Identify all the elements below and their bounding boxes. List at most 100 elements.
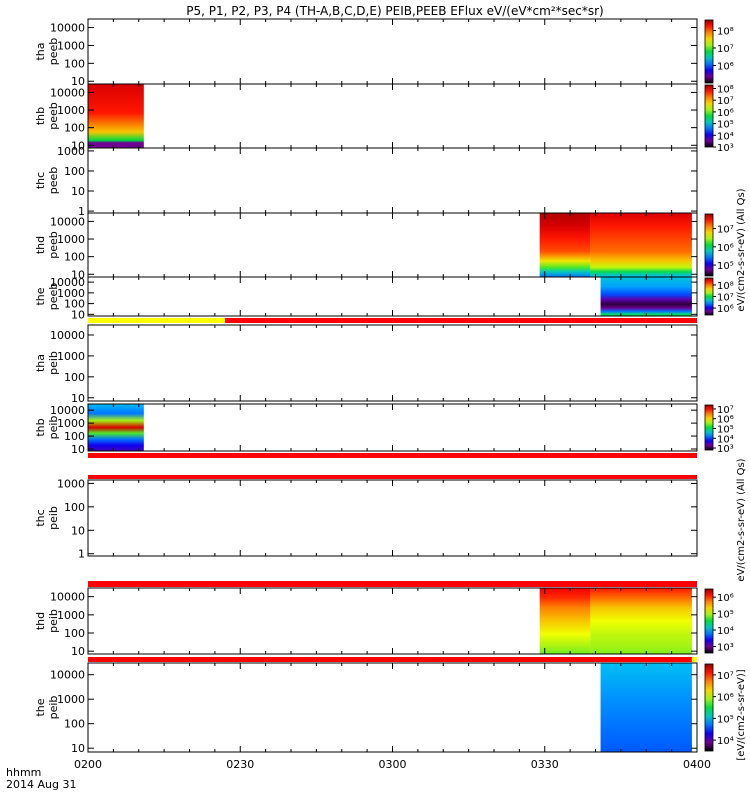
colorbar-tick-label: 10³ <box>717 444 734 455</box>
panel-label-product: peeb <box>47 283 60 311</box>
colorbar-tick-label: 10⁶ <box>717 243 734 254</box>
flag-segment-yellow <box>691 657 697 662</box>
y-tick-label: 1000 <box>57 145 85 158</box>
y-tick-label: 100 <box>64 57 85 70</box>
colorbar-tick-label: 10⁶ <box>717 693 734 704</box>
x-tick-label: 0330 <box>531 758 559 771</box>
y-tick-label: 1000 <box>57 477 85 490</box>
colorbar-tick-label: 10⁷ <box>717 671 734 682</box>
colorbar-tick-label: 10⁷ <box>717 44 734 55</box>
panel-label-probe: thc <box>34 509 47 526</box>
flag-bars-layer <box>88 318 697 662</box>
y-tick-label: 1000 <box>57 233 85 246</box>
y-tick-label: 100 <box>64 122 85 135</box>
spectrogram-block <box>88 404 144 451</box>
y-tick-label: 10000 <box>50 591 85 604</box>
y-tick-label: 10000 <box>50 215 85 228</box>
x-tick-label: 0300 <box>379 758 407 771</box>
colorbar-tick-label: 10⁷ <box>717 293 734 304</box>
panel-label-probe: thd <box>34 236 47 254</box>
flag-the-peeb <box>88 318 697 323</box>
y-tick-label: 100 <box>64 627 85 640</box>
colorbar-tick-label: 10³ <box>717 642 734 653</box>
colorbar-thd-peib: 10³ 10⁴ 10⁵ 10⁶ <box>704 588 734 653</box>
panel-label-probe: thd <box>34 612 47 630</box>
flag-thc-peib <box>88 581 697 587</box>
y-tick-label: 10 <box>71 392 85 405</box>
panel-label-product: peib <box>47 696 60 720</box>
y-tick-label: 100 <box>64 430 85 443</box>
flag-thb-peib <box>88 475 697 479</box>
flag-thd-peib <box>88 657 697 662</box>
colorbar-tick-label: 10⁵ <box>717 261 734 272</box>
colorbar-tick-label: 10⁶ <box>717 108 734 119</box>
colorbar-scale <box>704 277 714 316</box>
y-tick-label: 1000 <box>57 609 85 622</box>
y-tick-label: 10 <box>71 308 85 321</box>
flag-segment-red <box>88 657 692 662</box>
colorbar-tick-label: 10⁷ <box>717 96 734 107</box>
panel-frame <box>87 18 698 85</box>
y-tick-label: 100 <box>64 251 85 264</box>
flag-segment-red <box>88 581 697 587</box>
panel-label-probe: thb <box>34 107 47 125</box>
colorbar-tick-label: 10⁴ <box>717 736 734 747</box>
panel-frame <box>87 147 698 214</box>
panel-label-probe: thc <box>34 172 47 189</box>
panel-label-product: peib <box>47 609 60 633</box>
colorbar-tick-label: 10³ <box>717 143 734 154</box>
colorbar-tick-label: 10⁴ <box>717 434 734 445</box>
flag-segment-red <box>88 475 697 479</box>
y-tick-label: 1000 <box>57 287 85 300</box>
colorbar-tick-label: 10⁴ <box>717 131 734 142</box>
colorbar-tick-label: 10⁶ <box>717 62 734 73</box>
y-tick-label: 10000 <box>50 669 85 682</box>
colorbar-label-bottom: [eV/(cm2-s-sr-eV)] <box>736 669 747 760</box>
flag-segment-red <box>225 318 697 323</box>
spectrogram-block <box>88 84 144 148</box>
y-tick-label: 10000 <box>50 276 85 289</box>
y-tick-label: 100 <box>64 371 85 384</box>
colorbar-scale <box>704 663 714 752</box>
colorbar-tick-label: 10⁸ <box>717 27 734 38</box>
chart-title: P5, P1, P2, P3, P4 (TH-A,B,C,D,E) PEIB,P… <box>186 4 603 18</box>
colorbar-tick-label: 10⁵ <box>717 714 734 725</box>
y-tick-label: 100 <box>64 501 85 514</box>
y-tick-label: 1 <box>78 548 85 561</box>
y-tick-label: 1000 <box>57 350 85 363</box>
panel-frame <box>87 479 698 557</box>
panel-label-probe: tha <box>34 354 47 372</box>
y-tick-label: 10 <box>71 443 85 456</box>
y-tick-label: 10 <box>71 645 85 658</box>
panel-label-product: peeb <box>47 102 60 130</box>
spectrogram-block <box>590 213 692 277</box>
panel-the-peib: 10 100 1000 10000 the peib <box>34 662 698 755</box>
panel-label-probe: tha <box>34 42 47 60</box>
panel-label-product: peib <box>47 506 60 530</box>
colorbar-the-peib: 10⁴ 10⁵ 10⁶ 10⁷ <box>704 663 734 752</box>
x-axis: hhmm 2014 Aug 31 0200 0230 0300 0330 0400 <box>6 758 711 791</box>
panel-thc-peib: 1 10 100 1000 thc peib <box>34 477 698 561</box>
x-axis-label-units: hhmm <box>6 766 41 779</box>
panel-frame <box>87 403 698 452</box>
panel-label-product: peeb <box>47 38 60 66</box>
colorbar-tick-label: 10⁴ <box>717 626 734 637</box>
x-tick-label: 0200 <box>74 758 102 771</box>
panel-frame <box>87 324 698 402</box>
y-tick-label: 10 <box>71 742 85 755</box>
y-tick-label: 10000 <box>50 329 85 342</box>
y-tick-label: 10000 <box>50 86 85 99</box>
spectrogram-block <box>600 663 692 752</box>
y-tick-label: 10 <box>71 139 85 152</box>
y-tick-label: 10 <box>71 185 85 198</box>
flag-segment-yellow <box>88 318 226 323</box>
